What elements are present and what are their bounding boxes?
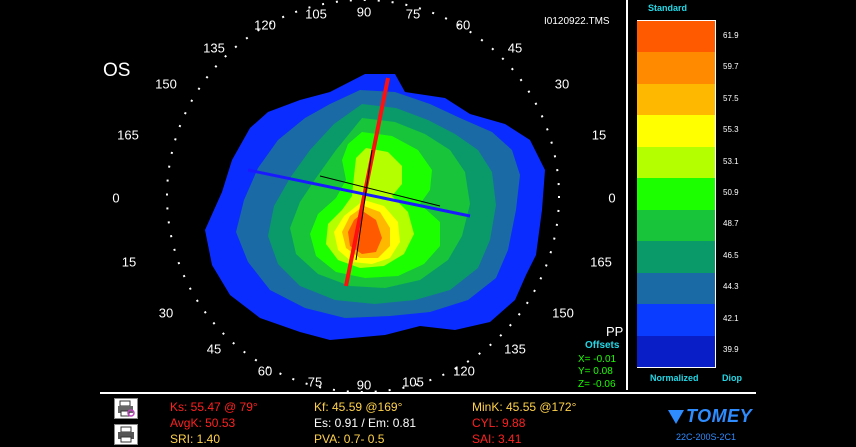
stat-cyl: CYL: 9.88 <box>472 416 526 430</box>
scale-value: 48.7 <box>723 219 739 229</box>
degree-ring <box>166 0 560 393</box>
scale-band <box>637 304 715 337</box>
stat-sri: SRI: 1.40 <box>170 432 221 446</box>
offsets-label: Offsets <box>585 340 620 351</box>
scale-value: 57.5 <box>723 93 739 103</box>
degree-label: 150 <box>552 305 574 321</box>
scale-band <box>637 335 715 368</box>
scale-value: 59.7 <box>723 62 739 72</box>
footer-divider <box>100 392 756 394</box>
degree-label: 45 <box>507 40 523 56</box>
degree-label: 15 <box>121 254 137 270</box>
logo-icon <box>668 410 684 425</box>
degree-label: 0 <box>112 190 120 206</box>
scale-value: 55.3 <box>723 125 739 135</box>
scale-value: 42.1 <box>723 313 739 323</box>
degree-label: 30 <box>158 305 174 321</box>
panel-divider <box>626 0 628 390</box>
scale-band <box>637 241 715 274</box>
degree-label: 0 <box>608 190 616 206</box>
stat-ks: Ks: 55.47 @ 79° <box>170 400 258 414</box>
scale-title: Standard <box>648 3 688 13</box>
degree-label: 120 <box>453 363 475 379</box>
print-preview-icon <box>118 400 135 417</box>
scale-value: 44.3 <box>723 282 739 292</box>
scale-band <box>637 146 715 179</box>
scale-value: 50.9 <box>723 188 739 197</box>
degree-label: 150 <box>155 76 177 92</box>
map-mode-label: PP <box>606 324 624 339</box>
axis-dark-line-1 <box>319 175 441 207</box>
scale-band <box>637 178 715 211</box>
color-scale <box>637 20 716 368</box>
degree-label: 60 <box>455 17 471 33</box>
degree-label: 135 <box>504 341 526 357</box>
scale-value: 53.1 <box>723 156 739 166</box>
offset-y: Y= 0.08 <box>578 366 613 377</box>
scale-band <box>637 272 715 305</box>
brand-logo: TOMEY <box>668 406 752 427</box>
stat-sai: SAI: 3.41 <box>472 432 522 446</box>
scale-normalized-label: Normalized <box>650 373 699 383</box>
print-preview-button[interactable] <box>114 398 138 419</box>
stat-avgk: AvgK: 50.53 <box>170 416 236 430</box>
file-name: I0120922.TMS <box>544 16 610 27</box>
eye-label: OS <box>103 60 131 81</box>
scale-value: 61.9 <box>723 30 739 40</box>
degree-label: 30 <box>554 76 570 92</box>
axis-dark-line-2 <box>355 149 373 261</box>
degree-label: 105 <box>305 6 327 22</box>
degree-label: 90 <box>356 377 372 393</box>
brand-name: TOMEY <box>686 406 753 426</box>
scale-band <box>637 21 715 53</box>
degree-label: 165 <box>117 127 139 143</box>
degree-label: 105 <box>402 374 424 390</box>
scale-band <box>637 83 715 116</box>
stat-pva: PVA: 0.7- 0.5 <box>314 432 385 446</box>
scale-value: 46.5 <box>723 250 739 260</box>
stat-kf: Kf: 45.59 @169° <box>314 400 403 414</box>
degree-label: 90 <box>356 4 372 20</box>
scale-band <box>637 52 715 85</box>
degree-label: 135 <box>203 40 225 56</box>
degree-label: 45 <box>206 341 222 357</box>
degree-label: 60 <box>257 363 273 379</box>
degree-label: 15 <box>591 127 607 143</box>
scale-value: 39.9 <box>723 345 739 355</box>
stat-mink: MinK: 45.55 @172° <box>472 400 577 414</box>
scale-band <box>637 115 715 148</box>
scale-band <box>637 209 715 242</box>
offset-x: X= -0.01 <box>578 354 617 365</box>
device-model: 22C-200S-2C1 <box>676 432 737 442</box>
stat-es-em: Es: 0.91 / Em: 0.81 <box>314 416 417 430</box>
degree-label: 75 <box>405 6 421 22</box>
degree-label: 75 <box>307 374 323 390</box>
print-icon <box>118 426 134 443</box>
print-button[interactable] <box>114 424 138 445</box>
degree-label: 165 <box>590 254 612 270</box>
scale-unit-label: Diop <box>722 373 742 383</box>
offset-z: Z= -0.06 <box>578 379 616 390</box>
flat-axis-line <box>247 168 471 218</box>
degree-label: 120 <box>254 17 276 33</box>
